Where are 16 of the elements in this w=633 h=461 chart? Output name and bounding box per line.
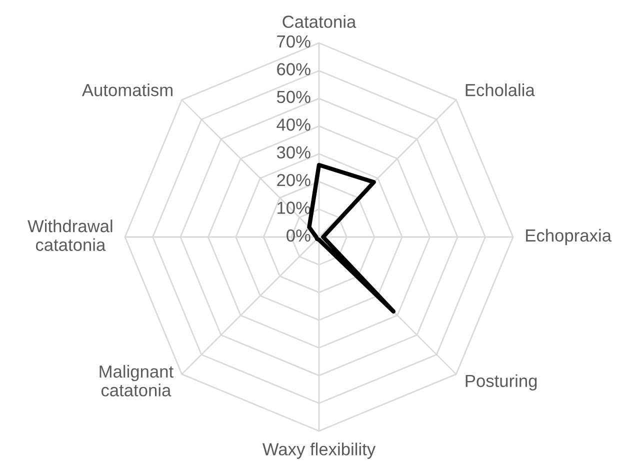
spoke-label: Automatism [82, 84, 172, 96]
spoke-label: Echopraxia [526, 228, 612, 246]
y-tick-label: 60% [277, 63, 310, 76]
y-tick-label: 20% [277, 174, 310, 186]
y-tick-label: 40% [276, 118, 310, 131]
y-tick-label: 50% [276, 90, 310, 104]
y-tick-label: 0% [286, 229, 310, 242]
spoke-label: Malignant catatonia [100, 364, 174, 396]
y-tick-label: 70% [277, 35, 310, 48]
spoke-label: Posturing [466, 374, 537, 390]
spoke-label: Withdrawal catatonia [28, 220, 112, 252]
spoke-label: Catatonia [282, 15, 356, 28]
spoke-label: Echolalia [466, 84, 535, 96]
spoke-label: Waxy flexibility [262, 442, 376, 459]
y-tick-label: 10% [278, 202, 310, 214]
y-tick-label: 30% [276, 146, 310, 159]
